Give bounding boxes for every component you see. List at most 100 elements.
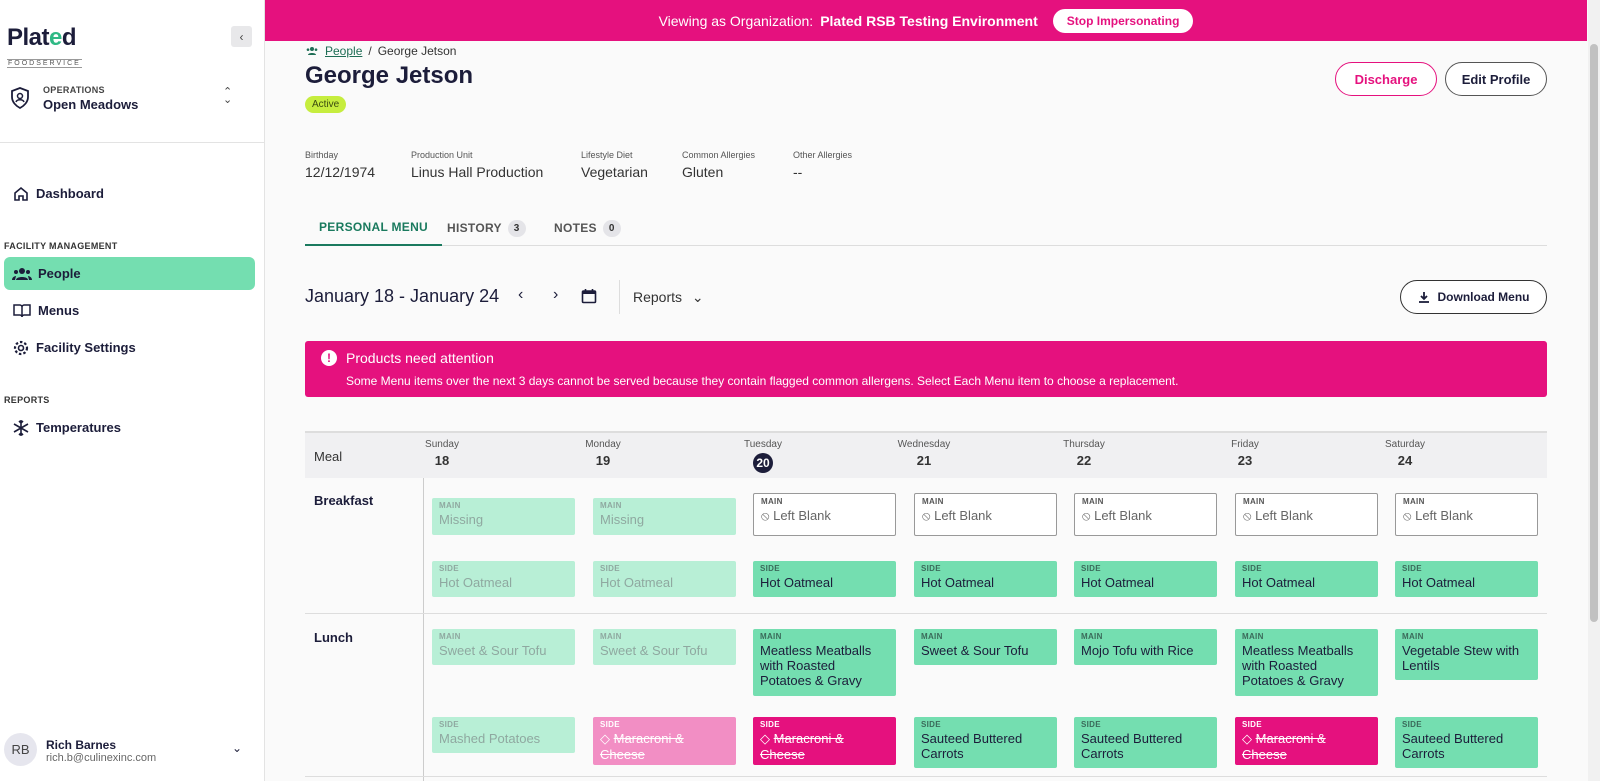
today-date: 20	[693, 453, 833, 473]
notes-count-badge: 0	[602, 219, 621, 237]
sidebar-item-facility-settings[interactable]: Facility Settings	[4, 331, 255, 364]
section-label-reports: REPORTS	[4, 395, 50, 405]
menu-cell-breakfast-main[interactable]: MAIN ⦸ Left Blank	[753, 493, 896, 536]
menu-cell-breakfast-side[interactable]: SIDE Hot Oatmeal	[914, 561, 1057, 597]
tab-history[interactable]: HISTORY 3	[447, 210, 526, 246]
collapse-sidebar-button[interactable]: ‹	[231, 26, 252, 47]
course-label: MAIN	[1081, 632, 1103, 641]
menu-item-name: Hot Oatmeal	[439, 575, 512, 590]
menu-cell-lunch-side[interactable]: SIDE Sauteed Buttered Carrots	[914, 717, 1057, 768]
day-number: 22	[1014, 453, 1154, 468]
calendar-button[interactable]	[581, 288, 597, 309]
snowflake-icon	[13, 419, 29, 436]
day-name: Wednesday	[897, 439, 951, 450]
menu-item-name: Left Blank	[934, 508, 992, 523]
sidebar-divider	[0, 142, 265, 143]
menu-cell-breakfast-main[interactable]: MAIN ⦸ Left Blank	[1395, 493, 1538, 536]
calendar-icon	[581, 289, 597, 304]
menu-cell-breakfast-main[interactable]: MAIN ⦸ Left Blank	[914, 493, 1057, 536]
page-scrollbar[interactable]	[1588, 0, 1600, 781]
menu-cell-breakfast-side[interactable]: SIDE Hot Oatmeal	[593, 561, 736, 597]
block-icon: ⦸	[922, 508, 935, 523]
menu-cell-lunch-side[interactable]: SIDE ◇ Maracroni & Cheese	[1235, 717, 1378, 765]
menu-item-name: Hot Oatmeal	[600, 575, 673, 590]
menu-item-name: Hot Oatmeal	[1242, 575, 1315, 590]
meal-column-divider	[423, 478, 424, 781]
stop-impersonating-button[interactable]: Stop Impersonating	[1052, 8, 1194, 33]
menu-cell-lunch-side[interactable]: SIDE Mashed Potatoes	[432, 717, 575, 753]
menu-cell-breakfast-side[interactable]: SIDE Hot Oatmeal	[1235, 561, 1378, 597]
menu-cell-lunch-side[interactable]: SIDE Sauteed Buttered Carrots	[1074, 717, 1217, 768]
course-label: SIDE	[1402, 720, 1422, 729]
course-label: SIDE	[921, 720, 941, 729]
menu-item-name: Meatless Meatballs with Roasted Potatoes…	[760, 643, 872, 688]
menu-cell-lunch-main[interactable]: MAIN Sweet & Sour Tofu	[593, 629, 736, 665]
day-name: Tuesday	[744, 439, 782, 450]
day-header-sunday: Sunday 18	[372, 439, 512, 468]
day-number-text: 20	[753, 453, 773, 473]
chevron-down-icon: ⌄	[232, 741, 243, 755]
sidebar: Plated FOODSERVICE ‹ OPERATIONS Open Mea…	[0, 0, 265, 781]
user-menu[interactable]: RB Rich Barnes rich.b@culinexinc.com ⌄	[4, 733, 254, 769]
course-label: SIDE	[439, 564, 459, 573]
impersonation-banner: Viewing as Organization: Plated RSB Test…	[265, 0, 1587, 41]
course-label: MAIN	[1242, 632, 1264, 641]
course-label: SIDE	[1242, 564, 1262, 573]
menu-cell-breakfast-main[interactable]: MAIN ⦸ Left Blank	[1235, 493, 1378, 536]
plated-logo[interactable]: Plated FOODSERVICE	[7, 24, 82, 68]
prev-week-button[interactable]: ‹	[518, 286, 523, 304]
menu-cell-lunch-main[interactable]: MAIN Vegetable Stew with Lentils	[1395, 629, 1538, 680]
toolbar-divider	[619, 280, 620, 314]
breadcrumb-people-link[interactable]: People	[325, 44, 363, 58]
people-icon	[12, 267, 32, 280]
menu-item-name: Maracroni & Cheese	[600, 731, 684, 762]
menu-cell-lunch-side[interactable]: SIDE ◇ Maracroni & Cheese	[593, 717, 736, 765]
menu-cell-breakfast-main[interactable]: MAIN Missing	[432, 498, 575, 535]
reports-dropdown[interactable]: Reports ⌄	[633, 289, 704, 305]
menu-cell-lunch-main[interactable]: MAIN Sweet & Sour Tofu	[914, 629, 1057, 665]
day-name: Monday	[585, 439, 621, 450]
menu-item-name: Sauteed Buttered Carrots	[1081, 731, 1183, 761]
menu-cell-lunch-side[interactable]: SIDE Sauteed Buttered Carrots	[1395, 717, 1538, 768]
menu-item-name: Sweet & Sour Tofu	[439, 643, 547, 658]
sidebar-item-people[interactable]: People	[4, 257, 255, 290]
menu-item-name: Sweet & Sour Tofu	[921, 643, 1029, 658]
course-label: MAIN	[439, 501, 461, 510]
field-birthday: Birthday 12/12/1974	[305, 150, 376, 180]
day-header-monday: Monday 19	[533, 439, 673, 468]
alert-title: Products need attention	[346, 350, 494, 366]
sidebar-item-temperatures[interactable]: Temperatures	[4, 411, 255, 444]
next-week-button[interactable]: ›	[553, 286, 558, 304]
discharge-button[interactable]: Discharge	[1335, 62, 1437, 96]
menu-cell-lunch-main[interactable]: MAIN Mojo Tofu with Rice	[1074, 629, 1217, 665]
edit-profile-button[interactable]: Edit Profile	[1445, 62, 1547, 96]
menu-cell-breakfast-main[interactable]: MAIN ⦸ Left Blank	[1074, 493, 1217, 536]
menu-cell-lunch-side[interactable]: SIDE ◇ Maracroni & Cheese	[753, 717, 896, 765]
course-label: SIDE	[1081, 564, 1101, 573]
sidebar-item-menus[interactable]: Menus	[4, 294, 255, 327]
menu-cell-breakfast-side[interactable]: SIDE Hot Oatmeal	[1074, 561, 1217, 597]
sidebar-item-dashboard[interactable]: Dashboard	[4, 177, 255, 210]
tab-personal-menu[interactable]: PERSONAL MENU	[305, 210, 443, 246]
download-menu-button[interactable]: Download Menu	[1400, 280, 1547, 314]
people-icon	[306, 47, 318, 55]
menu-cell-lunch-main[interactable]: MAIN Sweet & Sour Tofu	[432, 629, 575, 665]
menu-cell-lunch-main[interactable]: MAIN Meatless Meatballs with Roasted Pota…	[753, 629, 896, 696]
scrollbar-thumb[interactable]	[1590, 44, 1598, 622]
profile-tabs: PERSONAL MENU HISTORY 3 NOTES 0	[305, 210, 1547, 246]
course-label: SIDE	[1081, 720, 1101, 729]
menu-cell-lunch-main[interactable]: MAIN Meatless Meatballs with Roasted Pota…	[1235, 629, 1378, 696]
day-header-saturday: Saturday 24	[1335, 439, 1475, 468]
day-number-text: 22	[1076, 453, 1092, 468]
tab-notes[interactable]: NOTES 0	[554, 210, 621, 246]
menu-item-name: Hot Oatmeal	[921, 575, 994, 590]
menu-cell-breakfast-side[interactable]: SIDE Hot Oatmeal	[432, 561, 575, 597]
menu-cell-breakfast-side[interactable]: SIDE Hot Oatmeal	[753, 561, 896, 597]
menu-cell-breakfast-main[interactable]: MAIN Missing	[593, 498, 736, 535]
menu-grid-header: Meal Sunday 18 Monday 19 Tuesday 20 Wednesday 2…	[305, 431, 1547, 478]
org-switcher[interactable]: OPERATIONS Open Meadows ⌃ ⌄	[10, 84, 250, 114]
chevron-down-icon: ⌄	[691, 289, 704, 305]
block-icon: ⦸	[1403, 508, 1416, 523]
menu-cell-breakfast-side[interactable]: SIDE Hot Oatmeal	[1395, 561, 1538, 597]
